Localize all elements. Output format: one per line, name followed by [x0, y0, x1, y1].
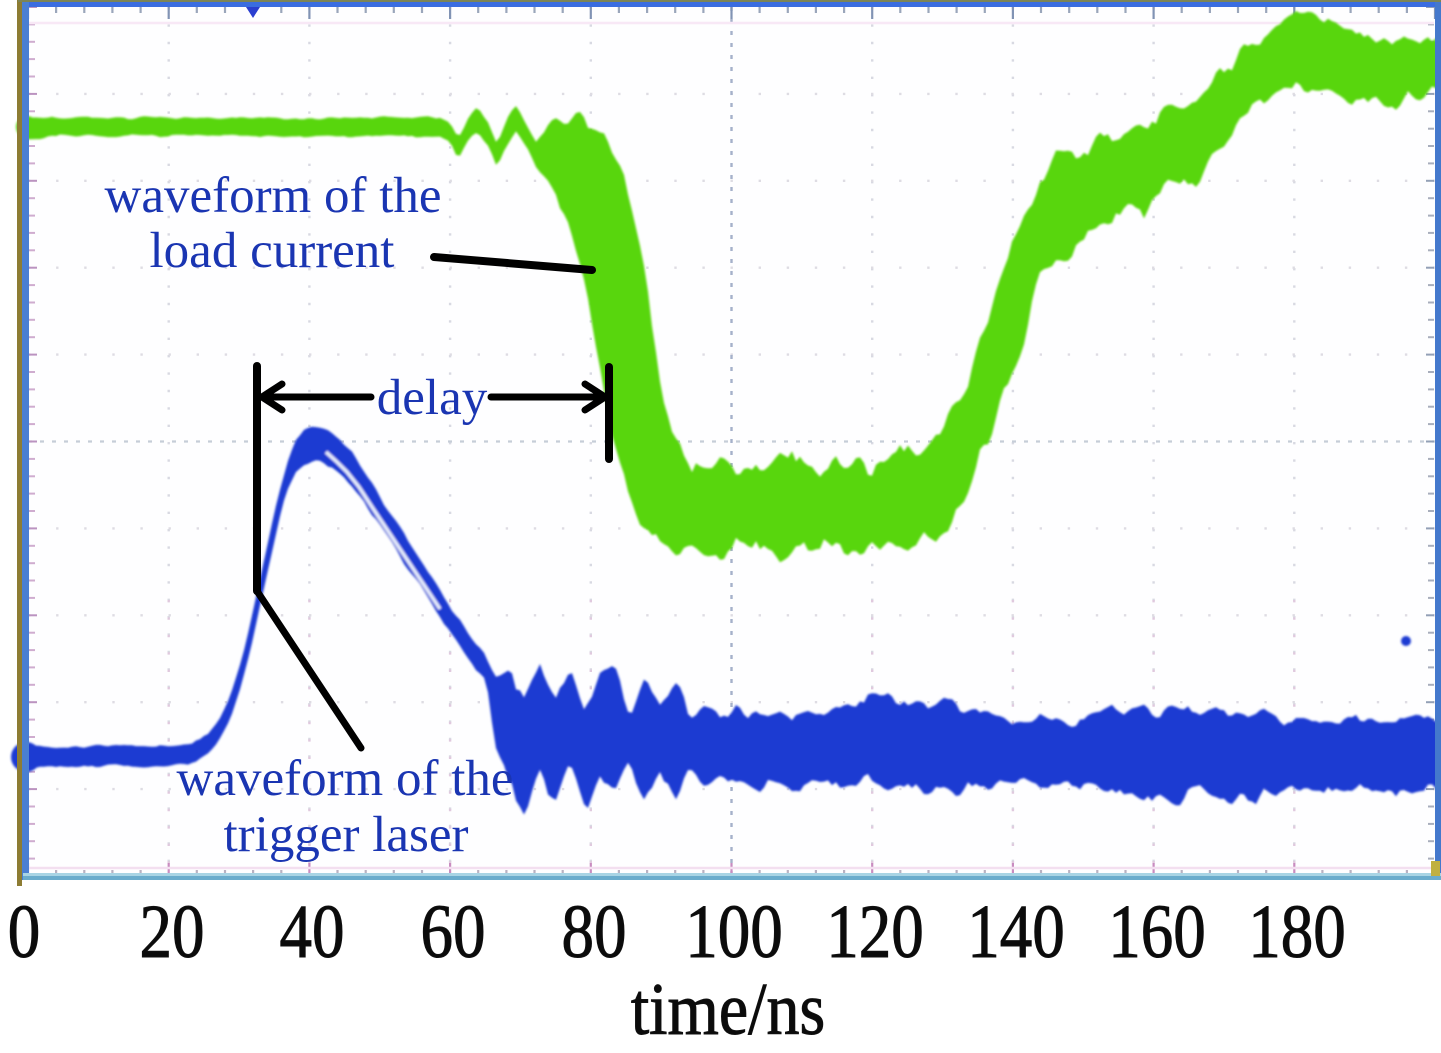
svg-text:60: 60: [421, 890, 486, 974]
svg-text:20: 20: [140, 890, 205, 974]
svg-text:delay: delay: [377, 370, 488, 426]
svg-text:load current: load current: [150, 223, 395, 279]
svg-text:waveform of the: waveform of the: [104, 168, 441, 224]
svg-text:180: 180: [1248, 890, 1345, 974]
svg-text:100: 100: [685, 890, 782, 974]
svg-text:160: 160: [1108, 890, 1205, 974]
svg-text:waveform of the: waveform of the: [176, 751, 513, 807]
svg-text:trigger laser: trigger laser: [224, 807, 469, 863]
svg-text:80: 80: [562, 890, 627, 974]
svg-text:120: 120: [826, 890, 923, 974]
svg-text:40: 40: [280, 890, 345, 974]
svg-text:time/ns: time/ns: [631, 970, 825, 1051]
svg-text:0: 0: [8, 890, 41, 974]
svg-text:140: 140: [967, 890, 1064, 974]
